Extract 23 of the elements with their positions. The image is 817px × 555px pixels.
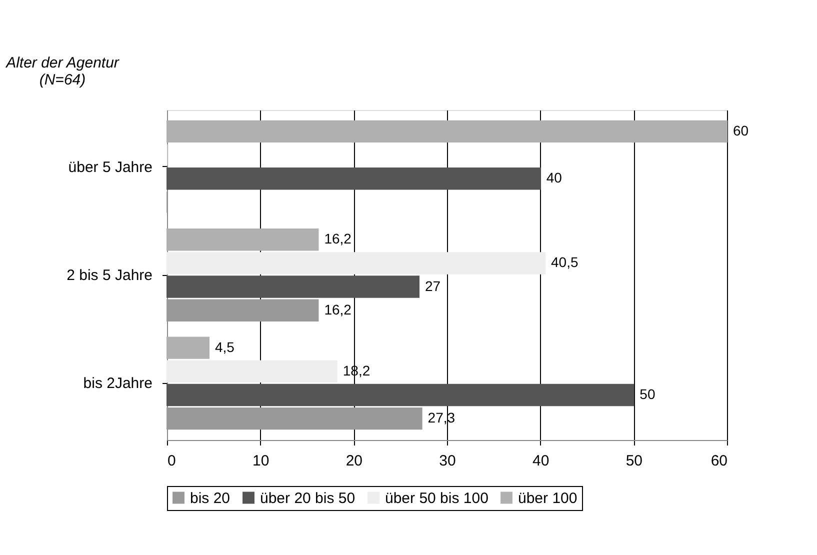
- x-tick-label: 20: [346, 452, 363, 470]
- x-tick-label: 10: [252, 452, 270, 470]
- data-label: 16,2: [324, 230, 352, 247]
- data-label: 4,5: [215, 338, 235, 355]
- legend-label: über 20 bis 50: [260, 490, 356, 507]
- legend-label: über 100: [518, 490, 578, 507]
- data-label: 40,5: [551, 254, 578, 270]
- y-tick-label: 2 bis 5 Jahre: [66, 267, 152, 284]
- y-tick-label: bis 2Jahre: [83, 375, 152, 392]
- y-axis-title: Alter der Agentur (N=64): [5, 54, 120, 88]
- x-tick-label: 40: [532, 452, 550, 470]
- x-tick-label: 30: [439, 452, 456, 470]
- x-tick-label: 60: [710, 452, 728, 470]
- x-tick-label: 0: [168, 452, 176, 470]
- y-tick-label: über 5 Jahre: [68, 158, 152, 176]
- legend-label: bis 20: [190, 490, 230, 507]
- data-label: 40: [546, 170, 562, 186]
- data-label: 60: [733, 122, 749, 138]
- x-tick-label: 50: [626, 452, 643, 470]
- legend-label: über 50 bis 100: [385, 490, 488, 507]
- data-label: 50: [640, 386, 656, 402]
- data-label: 16,2: [324, 301, 352, 318]
- data-label: 27: [425, 278, 441, 294]
